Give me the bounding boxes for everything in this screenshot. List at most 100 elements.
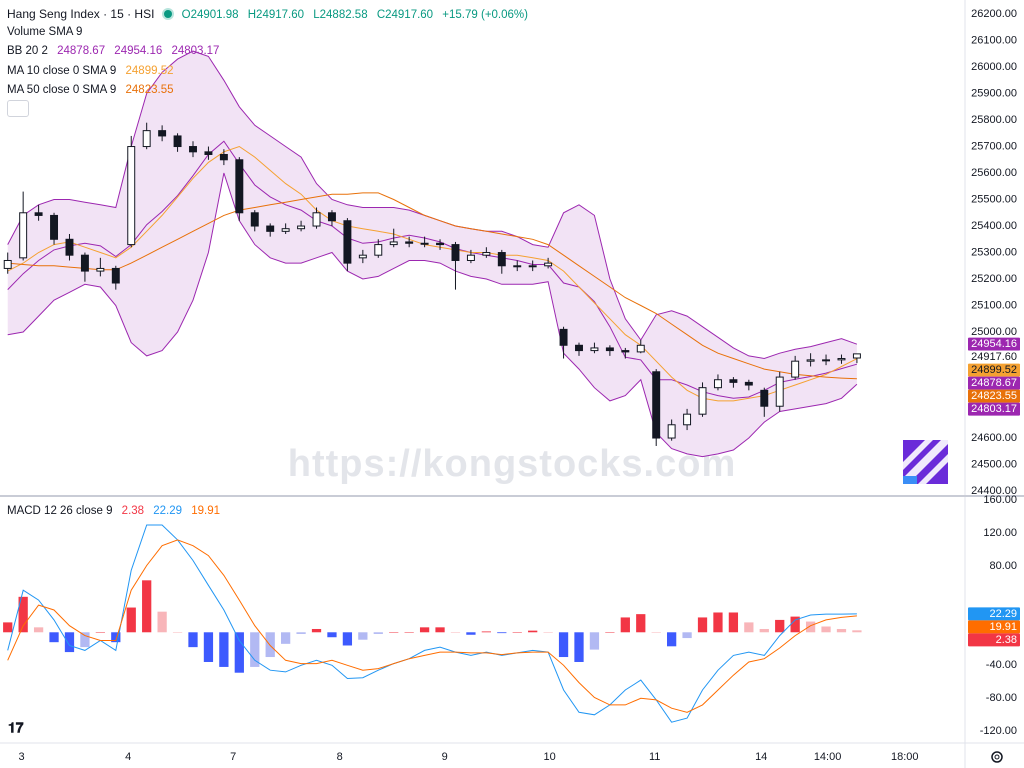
- candle-body: [173, 135, 182, 148]
- candle-body: [389, 241, 398, 246]
- candle-body: [652, 371, 661, 439]
- price-label-box: [968, 389, 1020, 403]
- candle-body: [420, 242, 429, 245]
- candle-body: [575, 344, 583, 352]
- ma-value: 24823.55: [125, 84, 174, 96]
- volume-row: Volume SMA 9: [7, 24, 88, 40]
- bb-fill: [7, 51, 857, 457]
- macd-histogram-bar: [759, 628, 769, 633]
- macd-histogram-bar: [744, 622, 754, 633]
- y-tick-label: 25200.00: [971, 273, 1017, 285]
- price-label: 24878.67: [971, 377, 1017, 389]
- bb-row: BB 20 2 24878.67 24954.16 24803.17: [7, 43, 225, 59]
- price-label-box: [968, 337, 1020, 351]
- candle-body: [605, 347, 614, 352]
- candle-body: [374, 244, 383, 256]
- macd-histogram-bar: [419, 627, 430, 633]
- macd-histogram-bar: [64, 632, 75, 653]
- y-tick-label: 160.00: [983, 494, 1017, 506]
- candle-body: [822, 359, 831, 362]
- macd-histogram-bar: [852, 630, 862, 633]
- macd-histogram-bar: [836, 628, 847, 633]
- tv-logo-mark[interactable]: 𝟏𝟕: [8, 720, 24, 736]
- candle-body: [482, 252, 491, 256]
- y-tick-label: 24400.00: [971, 485, 1017, 497]
- price-label-box: [968, 607, 1020, 621]
- macd-histogram-bar: [203, 632, 214, 662]
- collapse-legend-button[interactable]: [7, 100, 29, 117]
- price-label-box: [968, 633, 1020, 647]
- ma-label: MA 50 close 0 SMA 9: [7, 84, 117, 96]
- candle-body: [590, 347, 599, 352]
- candle-body: [775, 376, 784, 407]
- candle-body: [142, 130, 151, 148]
- candle-body: [451, 244, 460, 261]
- macd-histogram-bar: [265, 632, 275, 658]
- macd-histogram-bar: [651, 632, 661, 633]
- bb-basis: [7, 140, 858, 399]
- x-tick-label: 10: [544, 751, 556, 763]
- ma-line: [7, 145, 858, 402]
- y-tick-label: 25400.00: [971, 220, 1017, 232]
- settings-gear[interactable]: [991, 751, 1003, 763]
- ma10-row: MA 10 close 0 SMA 9 24899.52: [7, 63, 179, 79]
- y-tick-label: 25300.00: [971, 246, 1017, 258]
- candle-body: [19, 212, 28, 259]
- candle-body: [111, 267, 120, 284]
- macd-histogram-bar: [682, 632, 692, 639]
- macd-label: MACD 12 26 close 9: [7, 505, 113, 517]
- bb-basis-value: 24878.67: [57, 45, 106, 57]
- candle-body: [96, 267, 105, 272]
- candle-body: [127, 146, 136, 246]
- price-label: 22.29: [989, 608, 1017, 620]
- price-label: 2.38: [996, 634, 1017, 646]
- x-tick-label: 3: [19, 751, 25, 763]
- candle-body: [312, 212, 321, 227]
- macd-histogram-bar: [172, 632, 183, 633]
- macd-histogram-bar: [466, 632, 476, 635]
- macd-histogram-bar: [111, 632, 121, 643]
- candle-body: [34, 212, 43, 216]
- symbol-title: Hang Seng Index · 15 · HSI: [7, 7, 155, 21]
- y-tick-label: -120.00: [980, 725, 1017, 737]
- gear-icon-center[interactable]: [994, 754, 1000, 760]
- candle-body: [281, 228, 290, 232]
- tv-logo[interactable]: 𝟏𝟕: [8, 720, 24, 736]
- macd-histogram-bar: [188, 632, 198, 648]
- ohlc-high: H24917.60: [247, 9, 305, 21]
- price-label-box: [968, 363, 1020, 377]
- candle-body: [436, 242, 445, 246]
- price-label-box: [968, 376, 1020, 390]
- candle-body: [80, 254, 89, 272]
- macd-histogram-bar: [636, 614, 646, 633]
- macd-line: [7, 539, 857, 713]
- candle-body: [528, 265, 537, 268]
- macd-histogram-bar: [126, 607, 136, 633]
- macd-histogram-bar: [80, 632, 90, 648]
- candle-body: [544, 262, 553, 267]
- y-tick-label: 24600.00: [971, 432, 1017, 444]
- ma-value: 24899.52: [125, 65, 174, 77]
- bb-label: BB 20 2: [7, 45, 48, 57]
- y-tick-label: 25500.00: [971, 193, 1017, 205]
- price-label: 19.91: [989, 621, 1017, 633]
- candle-body: [358, 254, 367, 259]
- price-label: 24899.52: [971, 364, 1017, 376]
- candle-body: [497, 252, 506, 267]
- macd-histogram-bar: [373, 632, 383, 634]
- candle-body: [559, 328, 568, 346]
- macd-histogram-bar: [142, 580, 152, 633]
- macd-histogram-bar: [358, 632, 368, 640]
- macd-histogram-bar: [157, 611, 167, 633]
- gear-icon[interactable]: [991, 751, 1003, 763]
- bb-lower: [7, 172, 858, 458]
- candle-body: [405, 241, 414, 244]
- candle-body: [343, 220, 352, 264]
- macd-histogram-bar: [697, 617, 708, 633]
- candle-body: [760, 389, 769, 407]
- price-label: 24954.16: [971, 338, 1017, 350]
- ma-label: MA 10 close 0 SMA 9: [7, 65, 117, 77]
- price-label: 24917.60: [971, 351, 1017, 363]
- y-tick-label: 26000.00: [971, 61, 1017, 73]
